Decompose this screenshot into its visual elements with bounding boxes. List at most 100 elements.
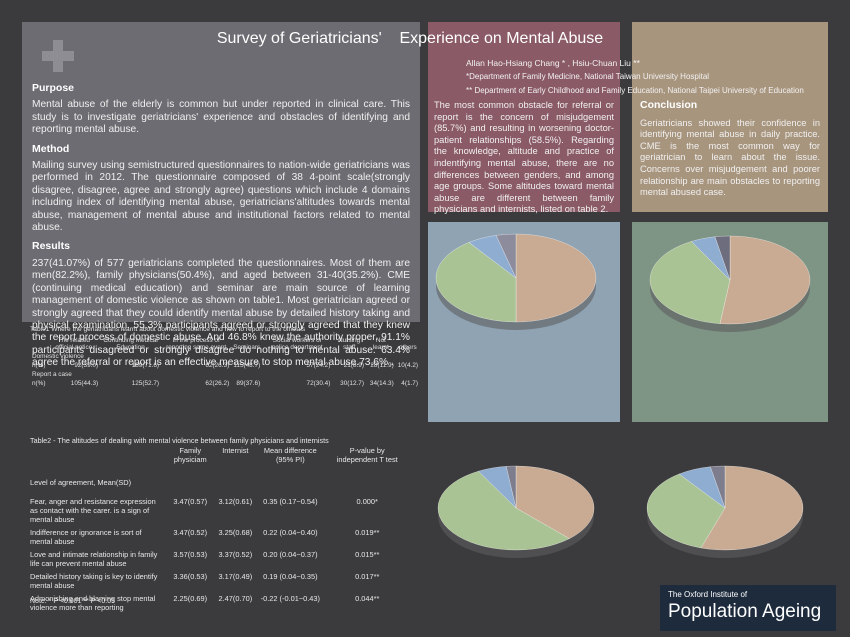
cell: 169(71.6) [131, 362, 160, 369]
cell: 0.19 (0.04~0.35) [263, 572, 318, 581]
cell: n(%) [32, 362, 46, 369]
cell: 2.25(0.69) [173, 594, 208, 603]
cell: Fear, anger and resistance expression as… [30, 497, 156, 524]
affiliation: *Department of Family Medicine, National… [466, 72, 710, 81]
header-cell: Internist [222, 446, 249, 455]
cell: 57(24.2) [306, 362, 331, 369]
cell: 0.35 (0.17~0.54) [263, 497, 318, 506]
pie-slice [646, 473, 726, 549]
cell: n(%) [32, 380, 46, 387]
cell: 3.57(0.53) [173, 550, 208, 559]
header-cell: others [398, 344, 417, 351]
cell: 4(1.7) [401, 380, 418, 387]
cell: 3.37(0.52) [218, 550, 253, 559]
section-text: 237(41.07%) of 577 geriatricians complet… [32, 257, 410, 369]
header-cell: The related official notice [55, 337, 93, 351]
cell: Admonishing and blaming stop mental viol… [30, 594, 156, 612]
cell: 28(11.9) [370, 362, 394, 369]
cell: 92(39.0) [74, 362, 99, 369]
results-text: The most common obstacle for referral or… [434, 100, 614, 215]
header-cell: Seminars [233, 344, 261, 351]
cell: 0.019** [355, 528, 380, 537]
cell: 0.20 (0.04~0.37) [263, 550, 318, 559]
header-cell: Nursing staff [338, 337, 361, 351]
cell: 0.22 (0.04~0.40) [263, 528, 318, 537]
heading: Purpose [32, 82, 75, 94]
row: Level of agreement, Mean(SD) [28, 466, 408, 495]
results-panel [428, 22, 620, 212]
affiliation: ** Department of Early Childhood and Fam… [466, 86, 804, 95]
row: Admonishing and blaming stop mental viol… [28, 592, 408, 614]
table: The related official notice Continuing Me… [30, 336, 420, 388]
cell: Love and intimate relationship in family… [30, 550, 158, 568]
header-cell: Not learnt [372, 337, 389, 351]
cell: 89(37.6) [236, 380, 261, 387]
cell: 30(12.7) [340, 380, 364, 387]
cell: 72(30.4) [306, 380, 331, 387]
pie-slice [515, 465, 595, 539]
row-label: Report a case [32, 371, 72, 378]
group-label: Level of agreement, Mean(SD) [30, 478, 132, 487]
plus-icon [42, 40, 74, 72]
logo: The Oxford Institute of Population Agein… [660, 585, 836, 631]
pie-slice [700, 465, 804, 551]
header-row: The related official notice Continuing Me… [30, 336, 420, 352]
pie-slice [649, 241, 731, 324]
heading: Conclusion [640, 99, 698, 111]
table-caption: Table1 Where the geriatricians learnt ab… [30, 326, 306, 333]
pie-slice [714, 235, 731, 281]
cell: 62(26.3) [205, 362, 230, 369]
pie-slice [710, 465, 726, 509]
row: Detailed history taking is key to identi… [28, 570, 408, 592]
cell: 3.12(0.61) [218, 497, 253, 506]
row: Indifference or ignorance is sort of men… [28, 526, 408, 548]
cell: 0.000* [356, 497, 378, 506]
header-row: Family physiciam Internist Mean difference… [28, 444, 408, 466]
conclusion: Conclusion Geriatricians showed their co… [640, 99, 820, 199]
header-cell: Social workers or police department [271, 337, 323, 351]
cell: 0.015** [355, 550, 380, 559]
pie-slice [437, 471, 570, 551]
table: Family physiciam Internist Mean difference… [28, 444, 408, 614]
logo-line: Population Ageing [668, 601, 822, 622]
section-text: Mailing survey using semistructured ques… [32, 160, 410, 234]
pie-slice [506, 465, 517, 509]
pie-slice [515, 233, 597, 323]
cell: 21(8.9) [343, 362, 364, 369]
row: Love and intimate relationship in family… [28, 548, 408, 570]
heading: Method [32, 142, 70, 155]
row: n(%) 92(39.0) 169(71.6) 62(26.3) 115(48.7) 57… [30, 361, 420, 370]
cell: 10(4.2) [397, 362, 418, 369]
authors: Allan Hao-Hsiang Chang * , Hsiu-Chuan Li… [466, 58, 640, 68]
header-cell: P-value by independent T test [336, 446, 398, 464]
header-cell: Continuing Medical Education [103, 337, 158, 351]
logo-line: The Oxford Institute of [668, 590, 748, 599]
table-note: Note: * P <0.001 ** P <0.05 [30, 598, 115, 605]
row: n(%) 105(44.3) 125(52.7) 62(26.2) 89(37.6) 72… [30, 379, 420, 388]
cell: 3.47(0.57) [173, 497, 208, 506]
cell: 105(44.3) [70, 380, 99, 387]
row: Fear, anger and resistance expression as… [28, 495, 408, 526]
cell: 115(48.7) [233, 362, 261, 369]
cell: -0.22 (-0.01~0.43) [260, 594, 320, 603]
pie-slice [495, 233, 517, 279]
section: Results 237(41.07%) of 577 geriatricians … [32, 240, 410, 369]
row: Domestic violence [30, 352, 420, 361]
conclusion-text: Geriatricians showed their confidence in… [640, 117, 820, 198]
header-cell: Family physiciam [173, 446, 207, 464]
cell: 62(26.2) [205, 380, 230, 387]
section-text: Mental abuse of the elderly is common bu… [32, 99, 410, 136]
header-cell: In the process of reporting some event [166, 337, 227, 351]
cell: Detailed history taking is key to identi… [30, 572, 158, 590]
pie-slice [435, 242, 517, 323]
cell: Indifference or ignorance is sort of men… [30, 528, 142, 546]
section: Purpose Mental abuse of the elderly is co… [32, 82, 410, 137]
cell: 0.044** [355, 594, 380, 603]
row: Report a case [30, 370, 420, 379]
row-label: Domestic violence [32, 353, 84, 360]
cell: 125(52.7) [131, 380, 160, 387]
cell: 0.017** [355, 572, 380, 581]
header-cell: Mean difference (95% PI) [263, 446, 317, 464]
